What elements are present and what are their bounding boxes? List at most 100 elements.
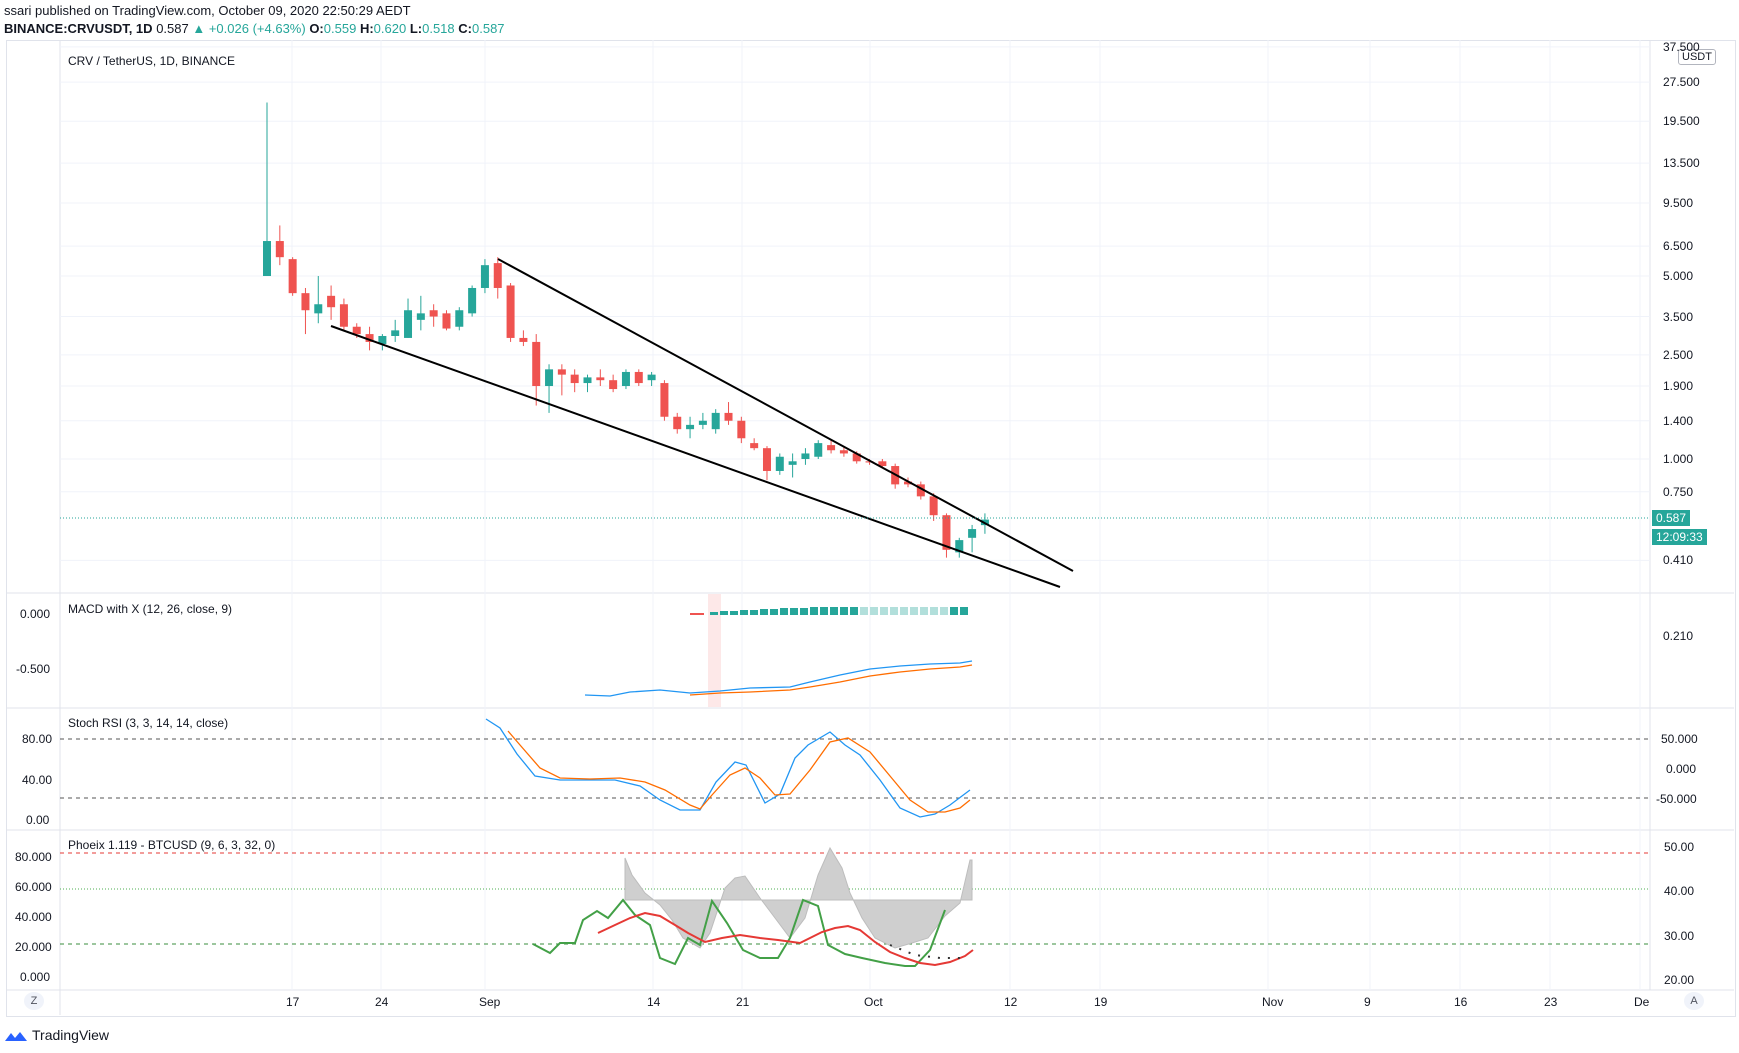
macd-bar: [760, 609, 768, 615]
stoch-left-tick: 0.00: [26, 813, 50, 827]
candle: [532, 334, 541, 406]
candle: [968, 524, 977, 553]
footer-brand: TradingView: [32, 1027, 110, 1043]
stoch-pane-title: Stoch RSI (3, 3, 14, 14, close): [68, 716, 229, 730]
macd-bar: [900, 607, 908, 615]
candle: [788, 453, 797, 478]
symbol-name: BINANCE:CRVUSDT, 1D: [4, 21, 153, 36]
candle: [698, 412, 707, 430]
phoeix-area: [624, 846, 973, 949]
time-tick: 12: [1004, 995, 1018, 1009]
publish-info: ssari published on TradingView.com, Octo…: [4, 3, 411, 18]
stoch-right-tick: 50.000: [1661, 732, 1698, 746]
candle: [506, 283, 515, 342]
candle: [596, 369, 605, 387]
candle: [737, 416, 746, 444]
price-tick: 2.500: [1663, 348, 1694, 362]
macd-bar: [820, 607, 828, 615]
price-tick: 1.000: [1663, 452, 1694, 466]
price-tick: 37.500: [1663, 40, 1700, 54]
candle: [288, 257, 297, 296]
last-price-tag: 0.587: [1652, 510, 1691, 526]
price-tick: 5.000: [1663, 269, 1694, 283]
macd-bar: [770, 609, 778, 615]
price-tick: 9.500: [1663, 196, 1694, 210]
stoch-left-tick: 80.00: [22, 732, 53, 746]
time-tick: 23: [1544, 995, 1558, 1009]
stoch-left-tick: 40.00: [22, 773, 53, 787]
candle: [621, 369, 630, 390]
phoeix-left-tick: 80.000: [15, 850, 52, 864]
price-tick: 6.500: [1663, 239, 1694, 253]
time-tick: 14: [647, 995, 661, 1009]
phoeix-left-tick: 40.000: [15, 910, 52, 924]
macd-bar: [860, 607, 868, 615]
phoeix-right-tick: 40.00: [1664, 884, 1695, 898]
price-tick: 0.210: [1663, 629, 1694, 643]
candle: [391, 319, 400, 342]
macd-bar: [690, 613, 704, 615]
macd-bar: [910, 607, 918, 615]
price-tick: 19.500: [1663, 114, 1700, 128]
time-tick: Oct: [864, 995, 883, 1009]
candle: [442, 310, 451, 331]
tradingview-logo-icon: [5, 1032, 27, 1042]
stoch-k-line: [485, 718, 971, 818]
candle: [275, 225, 284, 266]
candle: [416, 295, 425, 331]
signal-line: [689, 664, 973, 696]
countdown-tag: 12:09:33: [1652, 529, 1707, 545]
macd-bar: [750, 610, 758, 615]
phoeix-left-tick: 0.000: [20, 970, 51, 984]
macd-tick: 0.000: [20, 607, 51, 621]
macd-bar: [930, 607, 938, 615]
time-tick: 17: [286, 995, 300, 1009]
candle: [301, 287, 310, 335]
candle: [686, 416, 695, 439]
macd-tick: -0.500: [16, 662, 51, 676]
candle: [404, 298, 413, 338]
time-tick: 19: [1094, 995, 1108, 1009]
candle: [827, 440, 836, 454]
candle: [916, 481, 925, 500]
candle: [314, 276, 323, 324]
symbol-info: BINANCE:CRVUSDT, 1D 0.587 ▲ +0.026 (+4.6…: [4, 21, 505, 36]
stoch-d-line: [507, 730, 971, 813]
time-tick: 16: [1454, 995, 1468, 1009]
macd-bar: [850, 607, 858, 615]
phoeix-right-tick: 50.00: [1664, 840, 1695, 854]
macd-bar: [720, 611, 728, 615]
candle: [750, 438, 759, 451]
macd-bar: [950, 607, 958, 615]
main-pane-title: CRV / TetherUS, 1D, BINANCE: [68, 54, 235, 68]
close-value: 0.587: [472, 21, 505, 36]
phoeix-left-tick: 60.000: [15, 880, 52, 894]
time-tick: Sep: [479, 995, 501, 1009]
auto-scale-z-button[interactable]: Z: [24, 992, 44, 1010]
high-label: H:: [359, 21, 374, 36]
candle: [839, 446, 848, 457]
candle: [570, 369, 579, 393]
macd-bar: [730, 611, 738, 615]
tradingview-logo[interactable]: TradingView: [4, 1027, 109, 1043]
candle: [711, 409, 720, 434]
close-label: C:: [458, 21, 472, 36]
candle: [327, 285, 336, 320]
wedge-upper-line: [497, 258, 1074, 572]
time-tick: 9: [1364, 995, 1371, 1009]
time-tick: 21: [736, 995, 750, 1009]
stoch-right-tick: 0.000: [1666, 762, 1697, 776]
candle: [801, 448, 810, 465]
candle: [378, 334, 387, 351]
price-tick: 1.900: [1663, 379, 1694, 393]
macd-bar: [790, 608, 798, 615]
phoeix-right-tick: 20.00: [1664, 973, 1695, 987]
auto-scale-a-button[interactable]: A: [1684, 992, 1704, 1010]
low-value: 0.518: [422, 21, 455, 36]
macd-bar: [920, 607, 928, 615]
currency-unit-badge[interactable]: USDT: [1678, 49, 1716, 65]
macd-bar: [870, 607, 878, 615]
last-price-value: 0.587: [156, 21, 189, 36]
candle: [480, 259, 489, 294]
